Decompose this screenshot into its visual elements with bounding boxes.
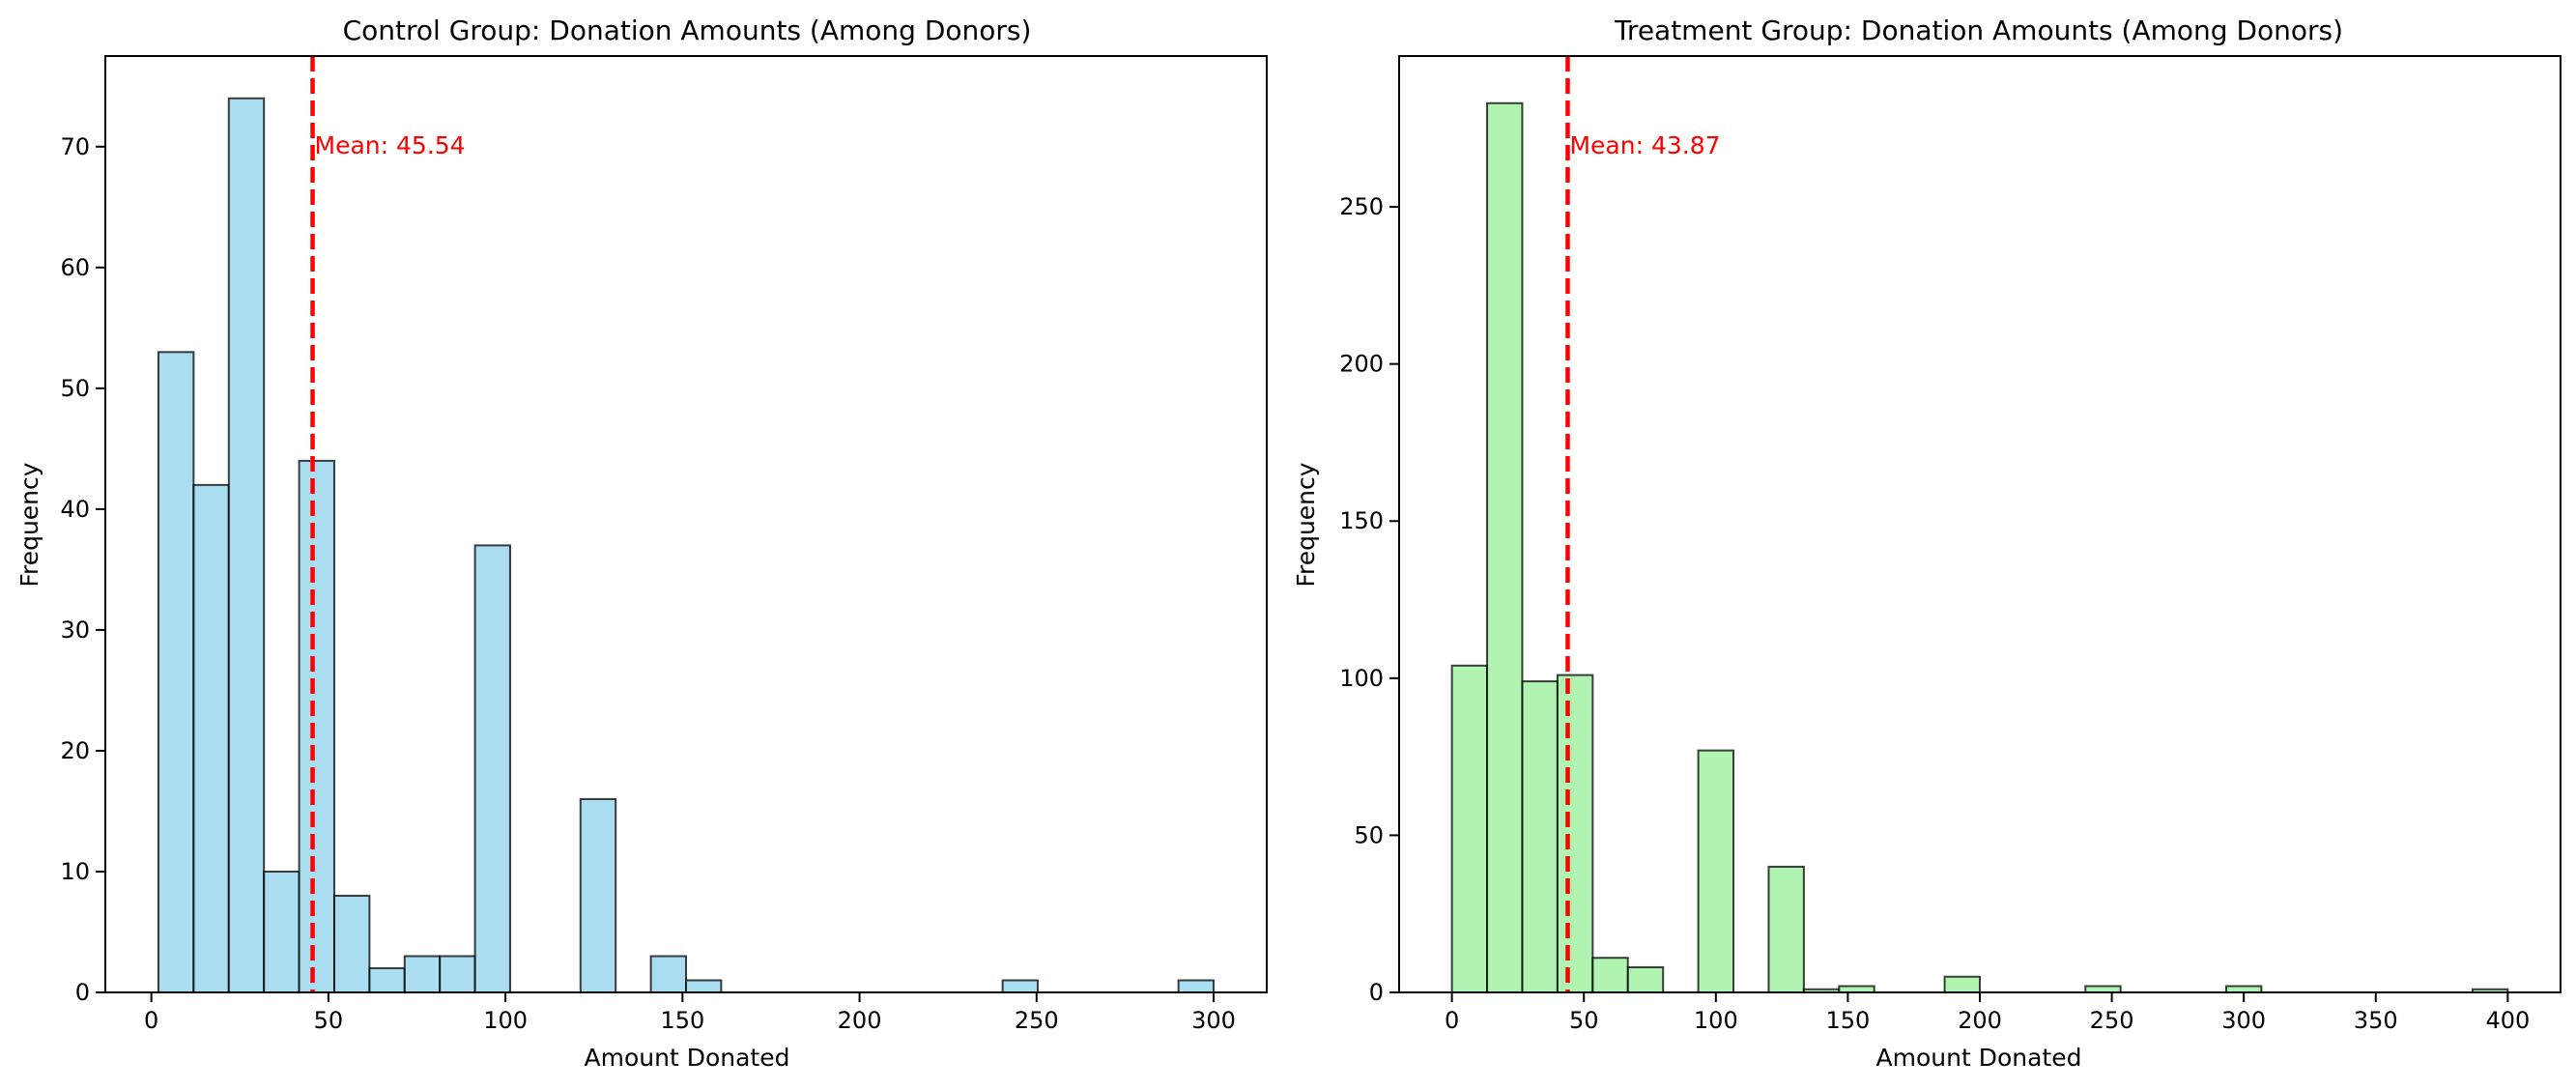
x-axis-label: Amount Donated	[585, 1044, 790, 1072]
histogram-bar	[1001, 979, 1040, 993]
x-tick-label: 150	[660, 1007, 704, 1034]
y-tick-label: 0	[1369, 979, 1384, 1006]
x-tick-label: 50	[314, 1007, 344, 1034]
histogram-bar	[579, 797, 617, 994]
x-tick-label: 0	[1445, 1007, 1459, 1034]
histogram-bar	[685, 979, 723, 993]
histogram-bar	[1943, 975, 1981, 993]
plot-frame	[104, 55, 1268, 993]
histogram-bar	[1486, 101, 1524, 993]
histogram-bar	[192, 483, 230, 993]
mean-annotation: Mean: 45.54	[315, 131, 466, 159]
x-tick-label: 250	[2090, 1007, 2134, 1034]
histogram-bar	[368, 966, 406, 993]
histogram-bar	[473, 544, 511, 993]
histogram-bar	[1767, 865, 1805, 993]
x-tick-label: 250	[1015, 1007, 1059, 1034]
y-tick-label: 30	[60, 617, 90, 644]
histogram-bar	[227, 97, 266, 993]
histogram-bar	[298, 459, 335, 993]
y-tick-label: 100	[1339, 665, 1384, 692]
x-tick-label: 400	[2485, 1007, 2530, 1034]
histogram-bar	[332, 894, 371, 993]
y-tick-label: 150	[1339, 507, 1384, 534]
y-axis-label: Frequency	[15, 462, 43, 587]
y-tick-label: 20	[60, 737, 90, 764]
y-tick-label: 250	[1339, 193, 1384, 220]
histogram-bar	[1556, 674, 1594, 994]
histogram-bar	[157, 351, 195, 993]
x-tick-label: 50	[1569, 1007, 1599, 1034]
x-tick-label: 200	[1958, 1007, 2002, 1034]
x-tick-label: 200	[838, 1007, 882, 1034]
histogram-bar	[439, 955, 476, 993]
treatment-group-histogram: Treatment Group: Donation Amounts (Among…	[1292, 14, 2562, 1072]
y-tick-label: 70	[60, 133, 90, 160]
histogram-bar	[649, 955, 687, 993]
x-axis-label: Amount Donated	[1876, 1044, 2082, 1072]
histogram-bar	[403, 955, 442, 993]
mean-annotation: Mean: 43.87	[1569, 131, 1720, 159]
y-tick-label: 50	[60, 375, 90, 402]
x-tick-label: 300	[2221, 1007, 2266, 1034]
x-tick-label: 100	[483, 1007, 528, 1034]
chart-title: Treatment Group: Donation Amounts (Among…	[1614, 14, 2343, 46]
x-tick-label: 300	[1191, 1007, 1236, 1034]
y-tick-label: 200	[1339, 351, 1384, 378]
x-tick-label: 100	[1694, 1007, 1738, 1034]
y-tick-label: 60	[60, 254, 90, 281]
x-tick-label: 350	[2354, 1007, 2398, 1034]
control-group-histogram: Control Group: Donation Amounts (Among D…	[15, 14, 1268, 1072]
histogram-bar	[1626, 965, 1665, 993]
histogram-bar	[1697, 749, 1735, 993]
x-tick-label: 0	[144, 1007, 158, 1034]
histogram-bar	[1521, 680, 1559, 994]
y-axis-label: Frequency	[1292, 462, 1320, 587]
y-tick-label: 50	[1354, 821, 1384, 848]
chart-title: Control Group: Donation Amounts (Among D…	[343, 14, 1032, 46]
histogram-bar	[263, 870, 301, 993]
y-tick-label: 0	[75, 979, 90, 1006]
histogram-bar	[1177, 979, 1216, 993]
histogram-bar	[1450, 664, 1489, 994]
y-tick-label: 10	[60, 858, 90, 885]
histogram-bar	[1591, 957, 1629, 993]
x-tick-label: 150	[1826, 1007, 1871, 1034]
y-tick-label: 40	[60, 496, 90, 523]
